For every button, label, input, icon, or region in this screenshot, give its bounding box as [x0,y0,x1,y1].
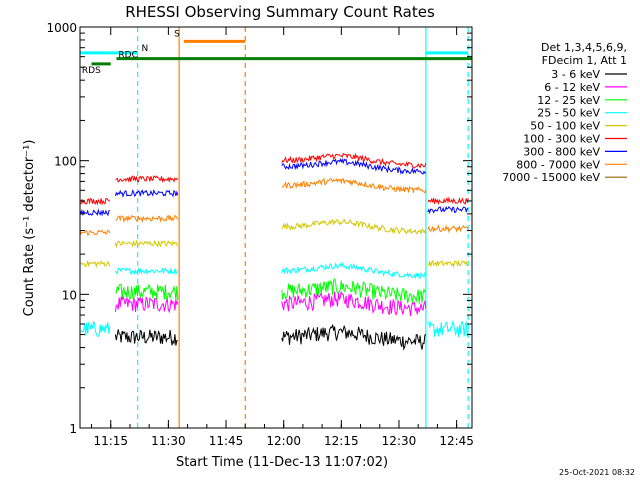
series-2-mid [115,283,179,301]
series-4-pre [79,260,111,268]
y-tick-label-3: 1000 [46,21,77,35]
series-3-mid [114,266,179,276]
legend: Det 1,3,4,5,6,9,FDecim 1, Att 13 - 6 keV… [502,41,627,184]
series-3-post [281,261,427,280]
series-0-mid [114,329,178,346]
series-5-mid [115,175,179,184]
legend-header-1: FDecim 1, Att 1 [542,54,627,67]
y-tick-label-2: 100 [54,155,77,169]
series-1-post [281,291,427,317]
state-label-n: N [141,44,148,54]
x-axis-label: Start Time (11-Dec-13 11:07:02) [176,455,388,470]
series-3-late [427,319,469,337]
y-axis-label: Count Rate (s⁻¹ detector⁻¹) [22,140,37,317]
series-6-post [281,157,427,175]
x-tick-label-0: 11:15 [93,434,128,448]
state-label-rdc: RDC [118,51,137,61]
axes: 11:15 11:30 11:45 12:00 12:15 12:30 12:45 1 10 10… [46,21,473,448]
series-2-post [281,277,426,304]
series-7-post [281,178,427,194]
legend-label-7: 800 - 7000 keV [516,158,600,171]
legend-label-0: 3 - 6 keV [551,68,600,81]
legend-label-1: 6 - 12 keV [544,81,600,94]
footer-timestamp: 25-Oct-2021 08:32 [559,468,635,477]
series-0-post [281,324,427,351]
series-6-late [427,205,469,215]
x-tick-label-1: 11:30 [151,434,186,448]
plot-area [79,27,472,428]
series-4-mid [114,239,179,249]
series-6-mid [114,188,179,198]
legend-label-4: 50 - 100 keV [530,120,600,133]
series-1-mid [114,294,179,314]
series-5-late [427,196,469,206]
legend-header-0: Det 1,3,4,5,6,9, [541,41,627,54]
chart-title: RHESSI Observing Summary Count Rates [125,3,435,21]
series-5-post [281,152,427,169]
legend-label-5: 100 - 300 keV [523,133,600,146]
state-label-s: S [174,29,180,39]
series-4-late [427,259,469,269]
y-tick-label-1: 10 [62,288,77,302]
y-tick-label-0: 1 [69,422,77,436]
x-tick-label-5: 12:30 [382,434,417,448]
legend-label-3: 25 - 50 keV [537,107,600,120]
series-7-pre [79,229,111,236]
series-6-pre [79,208,111,217]
legend-label-2: 12 - 25 keV [537,94,600,107]
series-3-pre [79,320,111,337]
x-tick-label-3: 12:00 [266,434,301,448]
legend-label-6: 300 - 800 keV [523,145,600,158]
series-7-mid [115,214,179,224]
x-tick-label-6: 12:45 [439,434,474,448]
legend-label-8: 7000 - 15000 keV [502,171,600,184]
state-label-rds: RDS [82,66,101,76]
x-tick-label-2: 11:45 [209,434,244,448]
series-5-pre [79,197,111,206]
series-4-post [281,218,427,235]
series-7-late [427,224,469,234]
x-tick-label-4: 12:15 [324,434,359,448]
plot-frame [79,26,473,429]
